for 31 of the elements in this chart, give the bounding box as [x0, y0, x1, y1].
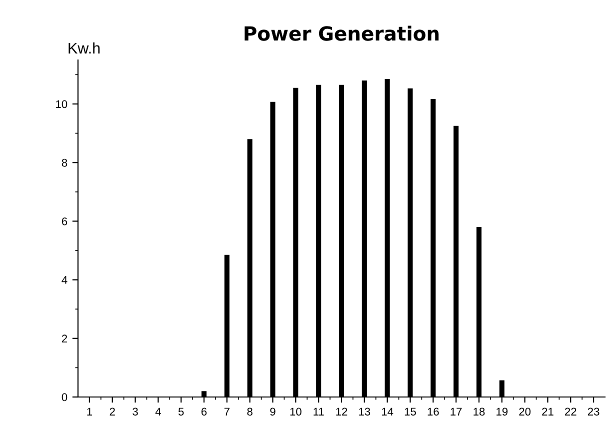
y-tick-label: 2	[62, 334, 68, 342]
x-tick-label: 4	[155, 408, 161, 416]
y-axis-title: Kw.h	[68, 42, 100, 54]
x-tick-label: 9	[270, 408, 276, 416]
x-tick-label: 17	[450, 408, 462, 416]
x-tick-label: 3	[132, 408, 138, 416]
x-tick-label: 18	[474, 408, 485, 416]
x-tick-label: 5	[178, 408, 184, 416]
y-tick-label: 6	[62, 217, 68, 226]
x-tick-label: 23	[588, 408, 600, 416]
x-tick-label: 2	[110, 408, 115, 416]
x-tick-label: 12	[336, 408, 348, 416]
x-tick-label: 7	[224, 408, 230, 416]
x-tick-label: 16	[428, 408, 439, 416]
x-tick-label: 19	[496, 408, 508, 416]
y-tick-label: 8	[62, 158, 68, 167]
x-tick-label: 10	[290, 408, 302, 416]
x-tick-label: 20	[519, 408, 531, 416]
x-tick-label: 6	[201, 408, 207, 416]
x-tick-label: 8	[247, 408, 252, 416]
y-tick-label: 4	[62, 276, 68, 284]
x-tick-label: 14	[382, 408, 394, 416]
x-tick-label: 13	[359, 408, 370, 416]
y-tick-label: 0	[62, 393, 68, 402]
x-tick-label: 21	[542, 408, 554, 416]
x-tick-label: 15	[404, 408, 416, 416]
chart-title: Power Generation	[244, 26, 439, 41]
x-tick-label: 22	[565, 408, 576, 416]
x-tick-label: 1	[87, 408, 92, 416]
y-tick-label: 10	[56, 100, 68, 108]
x-tick-label: 11	[314, 408, 324, 416]
